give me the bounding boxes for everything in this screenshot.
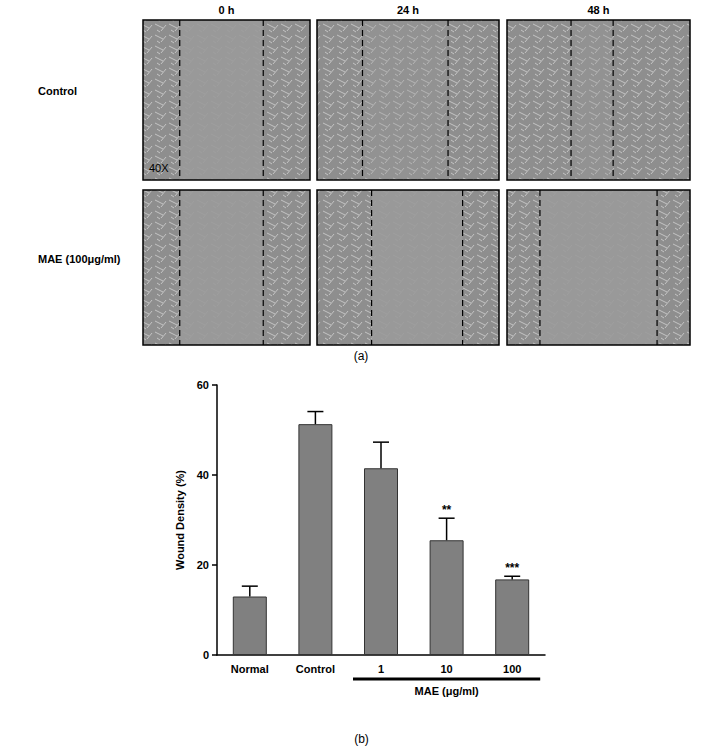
html-text:(b): (b) <box>354 732 369 746</box>
svg-text:40: 40 <box>197 469 209 481</box>
svg-text:Control: Control <box>296 663 335 675</box>
svg-text:***: *** <box>505 561 519 575</box>
svg-text:48 h: 48 h <box>587 4 609 16</box>
svg-text:20: 20 <box>197 559 209 571</box>
svg-text:10: 10 <box>440 663 452 675</box>
svg-text:1: 1 <box>378 663 384 675</box>
svg-text:24 h: 24 h <box>397 4 419 16</box>
svg-text:**: ** <box>442 503 452 517</box>
svg-text:100: 100 <box>503 663 521 675</box>
svg-text:Control: Control <box>38 85 77 97</box>
svg-text:MAE (μg/ml): MAE (μg/ml) <box>415 685 480 697</box>
svg-text:Wound Density (%): Wound Density (%) <box>174 470 186 570</box>
svg-text:40X: 40X <box>149 162 169 174</box>
svg-text:0 h: 0 h <box>219 4 235 16</box>
svg-text:Normal: Normal <box>231 663 269 675</box>
svg-text:0: 0 <box>203 649 209 661</box>
svg-text:(a): (a) <box>354 349 369 363</box>
svg-text:MAE (100μg/ml): MAE (100μg/ml) <box>38 253 121 265</box>
svg-text:60: 60 <box>197 379 209 391</box>
